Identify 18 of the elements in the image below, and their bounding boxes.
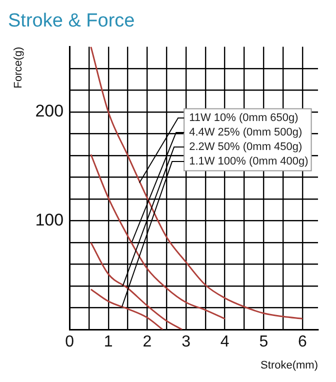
line-series xyxy=(90,288,164,330)
line-series xyxy=(90,242,183,330)
chart-title: Stroke & Force xyxy=(8,10,135,32)
y-tick-label: 200 xyxy=(35,102,64,121)
annotation: 2.2W 50% (0mm 450g) xyxy=(189,141,302,154)
x-tick-label: 1 xyxy=(104,334,113,351)
x-tick-label: 6 xyxy=(298,334,308,351)
x-tick-label: 2 xyxy=(142,334,152,351)
x-tick-label: 4 xyxy=(220,334,230,351)
y-tick-label: 100 xyxy=(35,210,64,230)
y-axis-title: Force(g) xyxy=(12,46,25,88)
x-tick-label: 0 xyxy=(65,334,74,351)
x-axis-title: Stroke(mm) xyxy=(260,359,318,372)
annotation: 4.4W 25% (0mm 500g) xyxy=(189,126,302,139)
annotation: 11W 10% (0mm 650g) xyxy=(189,112,298,124)
annotation: 1.1W 100% (0mm 400g) xyxy=(189,156,308,168)
x-tick-label: 5 xyxy=(259,334,268,351)
x-tick-label: 3 xyxy=(182,334,191,351)
